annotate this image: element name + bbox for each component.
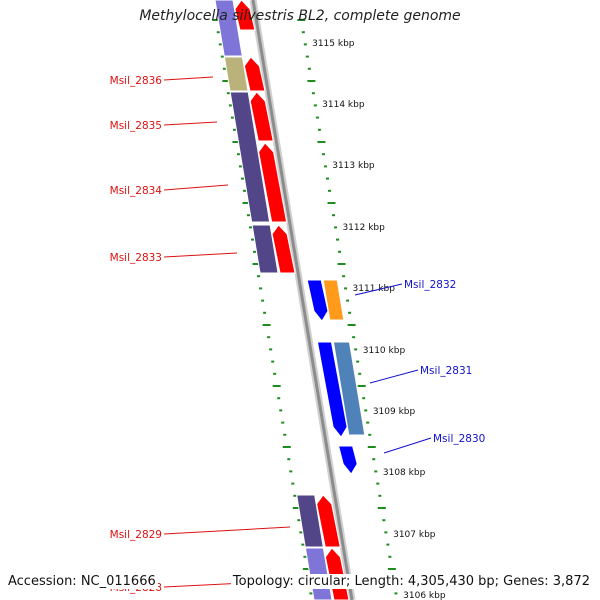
forward-gene-label: Msil_2834	[110, 185, 163, 197]
forward-cds-box	[229, 91, 271, 223]
map-title: Methylocella silvestris BL2, complete ge…	[139, 8, 461, 24]
reverse-gene-label: Msil_2830	[433, 433, 485, 445]
kbp-tick-label: 3109 kbp	[373, 407, 416, 417]
reverse-label-leader	[354, 283, 403, 296]
accession-label: Accession: NC_011666	[6, 574, 158, 589]
forward-label-leader	[163, 76, 214, 81]
reverse-cds-box	[332, 341, 366, 436]
genome-summary: Topology: circular; Length: 4,305,430 bp…	[230, 574, 592, 589]
kbp-tick-label: 3112 kbp	[342, 223, 385, 233]
forward-cds-box	[223, 56, 249, 92]
forward-gene-label: Msil_2835	[110, 120, 162, 132]
kbp-tick-label: 3110 kbp	[363, 346, 406, 356]
reverse-gene-arrow	[306, 279, 329, 322]
kbp-tick-label: 3106 kbp	[403, 591, 446, 600]
kbp-tick-label: 3108 kbp	[383, 468, 426, 478]
forward-label-leader	[163, 526, 291, 535]
forward-cds-box	[251, 224, 279, 274]
reverse-label-leader	[369, 369, 419, 384]
forward-gene-arrow	[249, 91, 274, 142]
reverse-gene-label: Msil_2832	[404, 279, 456, 291]
forward-label-leader	[163, 121, 218, 126]
forward-label-leader	[163, 252, 238, 258]
reverse-cds-box	[322, 279, 345, 321]
forward-gene-label: Msil_2829	[110, 529, 162, 541]
kbp-tick-label: 3113 kbp	[332, 161, 375, 171]
kbp-tick-label: 3114 kbp	[322, 100, 365, 110]
forward-gene-arrow	[234, 0, 256, 31]
kbp-tick-label: 3115 kbp	[312, 39, 355, 49]
reverse-gene-arrow	[316, 341, 348, 438]
forward-label-leader	[163, 184, 229, 191]
reverse-gene-arrow	[337, 445, 358, 475]
reverse-label-leader	[383, 437, 432, 454]
reverse-gene-label: Msil_2831	[420, 365, 472, 377]
forward-gene-label: Msil_2836	[110, 75, 163, 87]
forward-gene-label: Msil_2833	[110, 252, 162, 264]
forward-gene-arrow	[258, 142, 288, 223]
forward-cds-box	[296, 494, 324, 548]
kbp-tick-label: 3107 kbp	[393, 530, 436, 540]
kbp-tick-label: 3111 kbp	[353, 284, 396, 294]
backbone-line	[251, 0, 354, 600]
forward-cds-box	[214, 0, 243, 57]
forward-gene-arrow	[316, 494, 341, 548]
forward-gene-arrow	[243, 56, 266, 92]
forward-gene-arrow	[271, 224, 296, 274]
